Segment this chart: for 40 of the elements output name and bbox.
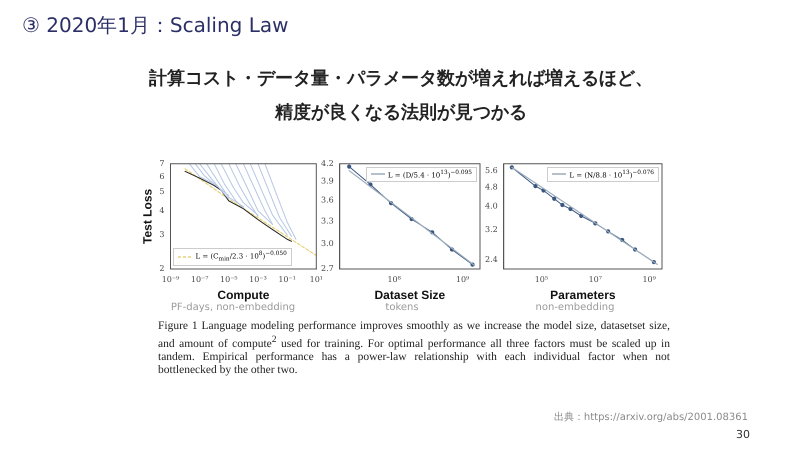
y-tick-label: 4: [159, 206, 164, 215]
text: 計算コスト・データ量・パラメータ数が増えれば増えるほど、精度が良くなる法則が見つかる: [148, 67, 654, 125]
x-tick-label: 10⁹: [456, 274, 470, 284]
y-tick-label: 3.2: [484, 224, 498, 234]
x-tick-label: 10⁹: [642, 274, 657, 284]
source-note: 出典：https://arxiv.org/abs/2001.08361: [554, 410, 748, 424]
x-axis-title: Compute: [217, 288, 270, 302]
y-tick-label: 7: [159, 158, 164, 168]
x-tick-label: 10⁻⁹: [162, 274, 180, 284]
x-tick-label: 10⁻⁷: [190, 274, 208, 284]
y-tick-label: 6: [159, 172, 164, 181]
y-axis-title: Test Loss: [140, 188, 155, 244]
caption: Figure 1 Language modeling performance improves smoothly as we increase the model size, datasetset size, and amount of compute$^{2}$ used for training. For optimal performance all three factors must be scaled up in tandem. Empirical performance has a power-law relationship with each individual factor when not bottlenecked by the other two.: [158, 320, 670, 377]
text: non-embedding: [534, 302, 616, 313]
y-tick-label: 3.9: [320, 176, 334, 186]
y-tick-label: 3: [159, 230, 164, 240]
x-tick-label: 10⁻¹: [278, 274, 296, 284]
x-tick-label: 10⁻³: [249, 274, 267, 284]
x-tick-label: 10⁵: [534, 274, 548, 284]
y-tick-label: 5: [159, 187, 164, 196]
chart-title: ③ 2020年1月：Scaling Law: [22, 12, 288, 39]
y-tick-label: 4.8: [484, 182, 498, 192]
y-tick-label: 2.4: [484, 254, 498, 264]
x-tick-label: 10⁷: [588, 274, 602, 284]
x-axis-title: Parameters: [550, 288, 616, 302]
x-axis-title: Dataset Size: [374, 288, 446, 302]
y-tick-label: 3.6: [320, 196, 334, 205]
y-tick-label: 4.2: [320, 158, 334, 168]
y-tick-label: 3.0: [320, 238, 334, 248]
text: PF-days, non-embedding: [170, 302, 296, 313]
y-tick-label: 2: [159, 264, 164, 274]
y-tick-label: 2.7: [320, 264, 334, 274]
text: tokens: [384, 302, 420, 313]
y-tick-label: 3.3: [320, 216, 334, 226]
x-tick-label: 10⁸: [387, 274, 401, 284]
x-tick-label: 10¹: [310, 274, 323, 284]
y-tick-label: 4.0: [484, 201, 498, 210]
text: 30: [736, 428, 750, 441]
y-tick-label: 5.6: [484, 166, 498, 176]
x-tick-label: 10⁻⁵: [220, 274, 238, 284]
